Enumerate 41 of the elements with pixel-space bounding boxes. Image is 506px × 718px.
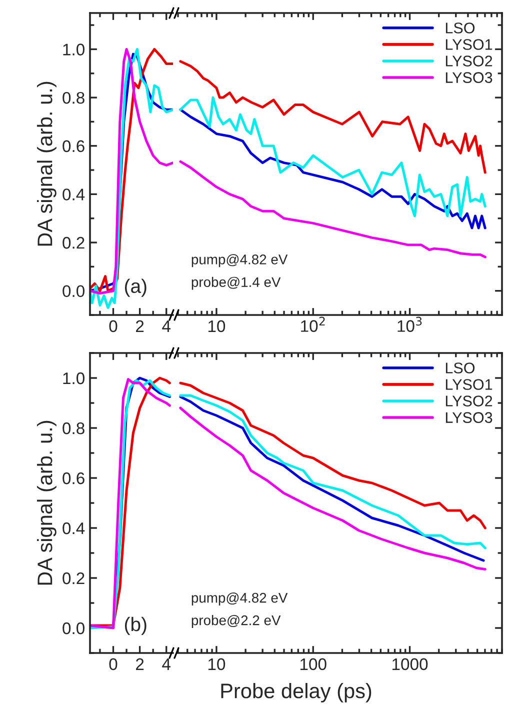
x-tick-label: 10$^{2}$ — [301, 316, 325, 332]
legend-label: LYSO3 — [446, 72, 492, 83]
legend-label: LYSO1 — [446, 379, 492, 390]
y-tick-label: 0.0 — [62, 622, 84, 634]
annotation: (b) — [124, 616, 146, 636]
annotation: pump@4.82 eV — [192, 592, 288, 606]
x-tick-label: 0 — [109, 320, 118, 332]
y-tick-label: 1.0 — [63, 44, 84, 56]
y-tick-label: 0.8 — [62, 92, 84, 104]
x-tick-label: 4 — [162, 658, 171, 670]
x-axis-title: Probe delay (ps) — [221, 683, 372, 702]
y-tick-label: 1.0 — [63, 372, 84, 384]
x-tick-label: 4 — [162, 320, 171, 332]
legend-label: LSO — [446, 22, 475, 34]
y-tick-label: 0.0 — [62, 285, 84, 298]
x-tick-label: 10$^{3}$ — [398, 316, 422, 332]
legend-label: LYSO2 — [446, 396, 492, 406]
x-tick-label: 10 — [208, 320, 226, 332]
x-tick-label: 1000 — [392, 658, 428, 670]
x-tick-label: 10 — [208, 658, 226, 670]
y-tick-label: 0.8 — [62, 422, 84, 434]
y-tick-label: 0.6 — [62, 472, 84, 484]
annotation: (a) — [124, 278, 146, 297]
legend-label: LYSO1 — [446, 39, 492, 50]
x-tick-label: 2 — [136, 658, 144, 670]
annotation: probe@2.2 eV — [192, 615, 281, 628]
y-tick-label: 0.4 — [62, 522, 85, 534]
legend-label: LYSO2 — [446, 56, 492, 66]
legend-label: LYSO3 — [446, 412, 492, 423]
y-tick-label: 0.4 — [62, 188, 85, 200]
y-tick-label: 0.2 — [62, 572, 84, 584]
y-axis-title: DA signal (arb. u.) — [36, 82, 56, 246]
x-tick-label: 2 — [136, 320, 144, 332]
x-tick-label: 100 — [300, 658, 326, 670]
legend-label: LSO — [446, 362, 475, 374]
y-tick-label: 0.2 — [62, 236, 84, 249]
y-axis-title: DA signal (arb. u.) — [36, 420, 56, 585]
annotation: probe@1.4 eV — [192, 276, 281, 290]
y-tick-label: 0.6 — [62, 140, 84, 152]
annotation: pump@4.82 eV — [192, 254, 288, 268]
x-tick-label: 0 — [109, 658, 118, 670]
